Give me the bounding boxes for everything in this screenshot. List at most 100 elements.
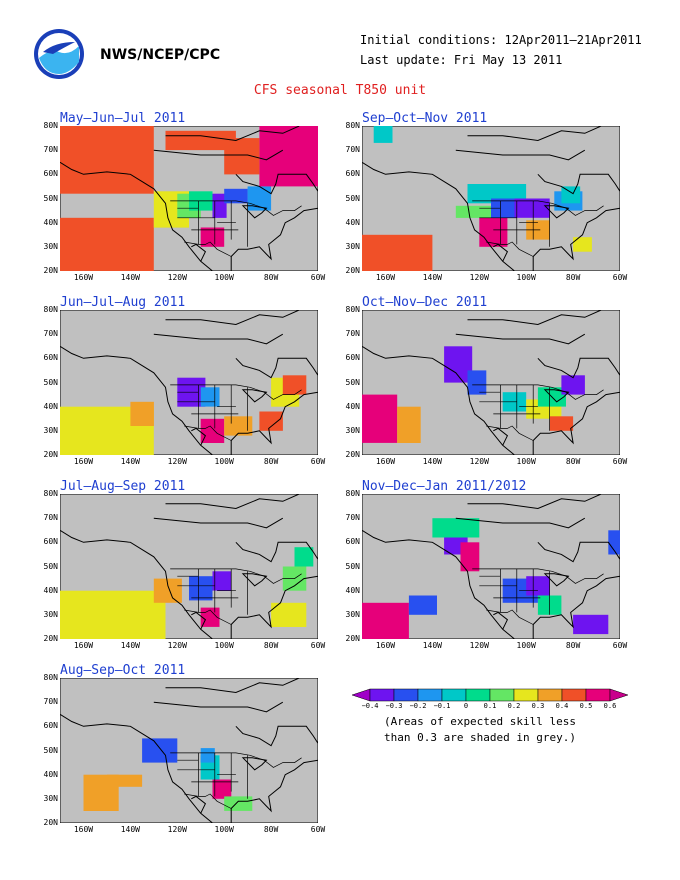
lat-tick-label: 40N xyxy=(43,401,58,411)
lon-tick-label: 60W xyxy=(612,457,628,466)
lat-tick-label: 60N xyxy=(345,353,360,363)
lon-tick-label: 140W xyxy=(120,273,140,282)
lon-tick-label: 100W xyxy=(214,457,234,466)
colorbar-swatch xyxy=(585,688,611,702)
anomaly-cell xyxy=(189,576,213,601)
lon-tick-label: 160W xyxy=(375,641,396,650)
lon-tick-label: 120W xyxy=(167,457,187,466)
state-border xyxy=(486,609,534,625)
anomaly-cell xyxy=(432,518,480,538)
lat-tick-label: 20N xyxy=(43,634,58,643)
colorbar-tick-label: 0 xyxy=(463,702,469,710)
coastline xyxy=(165,678,300,694)
lon-tick-label: 100W xyxy=(214,825,234,834)
lat-tick-label: 40N xyxy=(345,585,360,595)
state-border xyxy=(170,752,302,768)
org-name: NWS/NCEP/CPC xyxy=(100,47,221,63)
anomaly-cell xyxy=(561,186,581,204)
anomaly-cell xyxy=(60,590,166,639)
lat-tick-label: 30N xyxy=(43,793,58,803)
anomaly-cell xyxy=(467,370,487,395)
coastline xyxy=(493,611,509,630)
figure-title: CFS seasonal T850 unit xyxy=(253,83,427,98)
anomaly-cell xyxy=(212,193,227,218)
anomaly-cell xyxy=(142,738,178,763)
lon-tick-label: 80W xyxy=(565,457,581,466)
map-panel xyxy=(60,494,318,639)
lon-tick-label: 80W xyxy=(263,273,279,282)
lat-tick-label: 50N xyxy=(43,561,58,571)
coastline xyxy=(230,207,318,271)
lat-tick-label: 20N xyxy=(43,266,58,275)
coastline xyxy=(235,173,318,195)
lat-tick-label: 40N xyxy=(345,401,360,411)
anomaly-cell xyxy=(561,375,585,395)
skill-note-line2: than 0.3 are shaded in grey.) xyxy=(383,731,577,744)
anomaly-cell xyxy=(224,796,253,811)
noaa-logo-icon xyxy=(34,29,84,79)
anomaly-cell xyxy=(467,184,527,204)
anomaly-cell xyxy=(212,779,232,799)
state-border xyxy=(184,241,232,257)
coastline xyxy=(60,529,213,639)
lon-tick-label: 60W xyxy=(612,273,628,282)
lat-tick-label: 20N xyxy=(345,450,360,459)
coastline xyxy=(153,517,284,529)
lat-tick-label: 30N xyxy=(345,609,360,619)
lat-tick-label: 30N xyxy=(43,241,58,251)
lon-tick-label: 140W xyxy=(120,457,140,466)
coastline xyxy=(532,575,620,639)
lon-tick-label: 160W xyxy=(73,457,94,466)
colorbar-swatch xyxy=(369,688,395,702)
lat-tick-label: 70N xyxy=(43,513,58,523)
lat-tick-label: 30N xyxy=(43,425,58,435)
coastline xyxy=(153,149,284,161)
coastline xyxy=(60,161,213,271)
coastline xyxy=(493,243,509,262)
coastline xyxy=(455,517,586,529)
anomaly-cell xyxy=(60,217,154,271)
lat-tick-label: 40N xyxy=(43,769,58,779)
map-panel xyxy=(362,494,620,639)
map-panel xyxy=(60,310,318,455)
lat-tick-label: 60N xyxy=(43,721,58,731)
panel-title: Sep–Oct–Nov 2011 xyxy=(362,111,488,126)
colorbar-swatch xyxy=(513,688,539,702)
colorbar-arrow-left xyxy=(351,688,371,702)
colorbar-tick-label: −0.2 xyxy=(409,702,427,710)
lat-tick-label: 20N xyxy=(43,450,58,459)
colorbar-arrow-right xyxy=(609,688,629,702)
coastline xyxy=(467,494,602,510)
anomaly-cell xyxy=(259,126,318,187)
coastline xyxy=(60,345,213,455)
lon-tick-label: 80W xyxy=(263,641,279,650)
lon-tick-label: 140W xyxy=(422,641,442,650)
panel-title: Jul–Aug–Sep 2011 xyxy=(60,479,186,494)
colorbar-tick-label: 0.1 xyxy=(483,702,497,710)
coastline xyxy=(235,541,318,563)
coastline xyxy=(153,333,284,345)
colorbar-tick-label: 0.2 xyxy=(507,702,521,710)
initial-conditions: Initial conditions: 12Apr2011–21Apr2011 xyxy=(360,33,642,47)
coastline xyxy=(230,759,318,823)
anomaly-cell xyxy=(212,571,232,591)
lat-tick-label: 80N xyxy=(43,489,58,498)
panel-title: Jun–Jul–Aug 2011 xyxy=(60,295,186,310)
lon-tick-label: 60W xyxy=(310,825,326,834)
coastline xyxy=(362,161,515,271)
lat-tick-label: 20N xyxy=(43,818,58,827)
panel-title: May–Jun–Jul 2011 xyxy=(60,111,186,126)
coastline xyxy=(362,345,515,455)
lat-tick-label: 60N xyxy=(345,169,360,179)
anomaly-cell xyxy=(259,411,283,431)
coastline xyxy=(165,310,300,326)
lat-tick-label: 70N xyxy=(345,513,360,523)
lon-tick-label: 120W xyxy=(167,825,187,834)
anomaly-cell xyxy=(549,416,574,431)
coastline xyxy=(191,427,207,446)
skill-note-line1: (Areas of expected skill less xyxy=(383,715,577,728)
coastline xyxy=(153,701,284,713)
coastline xyxy=(537,541,620,563)
state-border xyxy=(170,200,302,216)
lat-tick-label: 50N xyxy=(43,745,58,755)
